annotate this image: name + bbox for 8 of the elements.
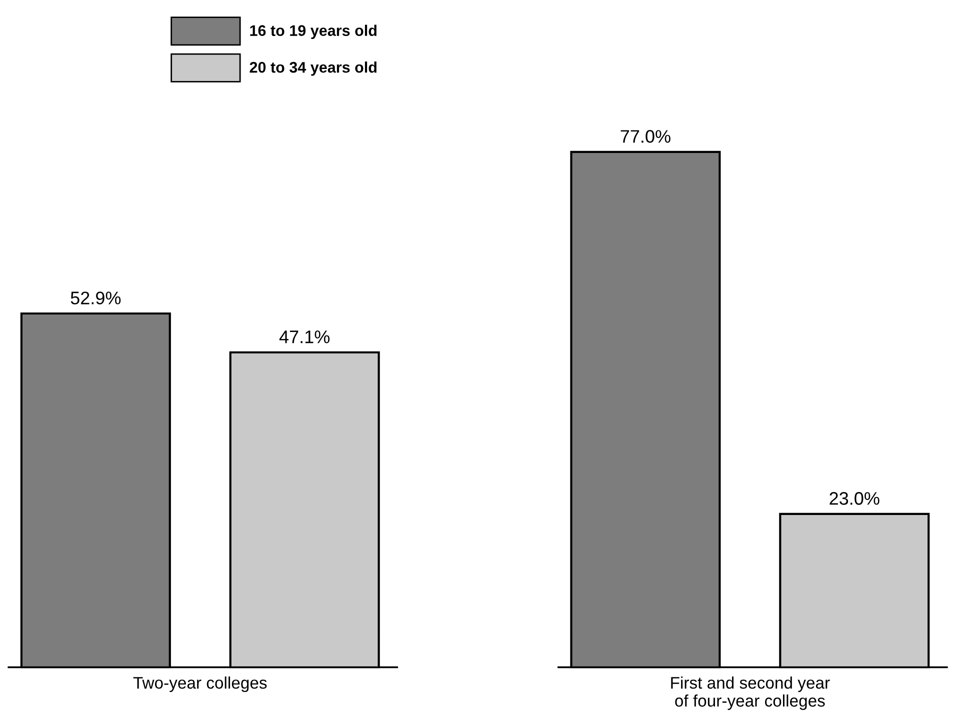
legend-label: 16 to 19 years old bbox=[250, 24, 376, 40]
legend-label: 20 to 34 years old bbox=[250, 62, 376, 76]
data-label: 52.9% bbox=[70, 292, 121, 304]
data-label: 77.0% bbox=[620, 130, 670, 143]
x-tick-label: Two-year colleges bbox=[133, 676, 267, 692]
x-tick-label: First and second year of four-year colleges bbox=[671, 676, 830, 710]
data-label: 47.1% bbox=[279, 330, 330, 344]
data-label: 23.0% bbox=[830, 492, 880, 505]
